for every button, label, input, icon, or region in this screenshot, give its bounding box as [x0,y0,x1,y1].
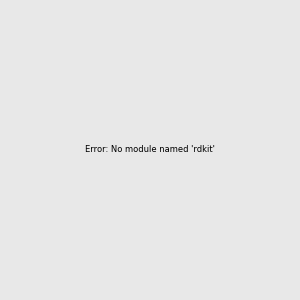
Text: Error: No module named 'rdkit': Error: No module named 'rdkit' [85,146,215,154]
